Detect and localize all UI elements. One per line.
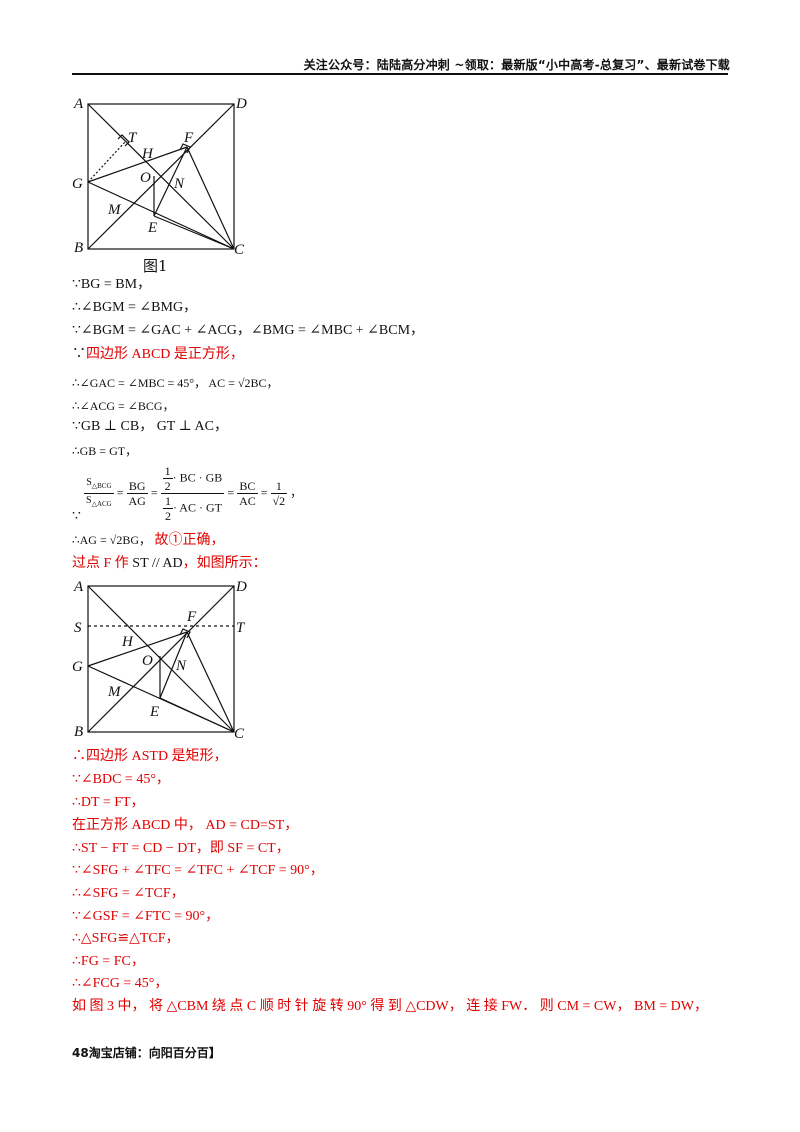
- header-rule: [72, 73, 728, 75]
- line-4-symbol: ∵: [72, 347, 86, 362]
- frac-bg: BG: [126, 479, 148, 494]
- eq-2: =: [150, 485, 158, 500]
- line-12: ∴四边形 ASTD 是矩形，: [72, 749, 228, 764]
- area-acg-s: S: [86, 495, 92, 506]
- frac-root2: √2: [272, 494, 286, 508]
- label-e: E: [147, 220, 157, 236]
- label-f: F: [183, 130, 194, 146]
- line-21: ∴FG = FC，: [72, 954, 145, 969]
- figure-1-diagram: A D B C T F H O N G M E: [72, 96, 247, 258]
- line-19: ∵∠GSF = ∠FTC = 90°，: [72, 909, 220, 924]
- half-top-den: 2: [164, 479, 171, 493]
- line-20: ∴△SFG≌△TCF，: [72, 931, 180, 946]
- line-10-math: ∴AG = √2BG，: [72, 533, 151, 547]
- label-c: C: [234, 242, 245, 258]
- line-4: ∵四边形 ABCD 是正方形，: [72, 346, 244, 364]
- eq-4: =: [260, 485, 268, 500]
- ratio-bc-ac: BC AC: [237, 479, 258, 508]
- eq-1: =: [116, 485, 124, 500]
- line-11: 过点 F 作 ST // AD，如图所示：: [72, 555, 267, 573]
- figure-2-diagram: A D S T F H O N G M E B C: [72, 579, 247, 742]
- line-16: ∴ST − FT = CD − DT，即 SF = CT，: [72, 841, 290, 856]
- half-top-num: 1: [162, 464, 173, 479]
- fig2-label-s: S: [74, 620, 82, 636]
- half-top-expr: · BC · GB: [172, 470, 223, 485]
- fig2-label-g: G: [72, 659, 83, 675]
- line-11-math: ST // AD: [132, 556, 183, 571]
- line-14: ∴DT = FT，: [72, 795, 145, 810]
- figure-1-caption: 图1: [143, 257, 168, 275]
- area-bcg-sub: △BCG: [91, 482, 112, 490]
- frac-bc: BC: [237, 479, 258, 494]
- fig2-label-n: N: [175, 658, 187, 674]
- ratio-tail: ，: [290, 485, 303, 500]
- label-n: N: [173, 176, 185, 192]
- line-22: ∴∠FCG = 45°，: [72, 976, 169, 991]
- fig2-label-e: E: [149, 704, 159, 720]
- label-g: G: [72, 176, 83, 192]
- frac-ag: AG: [128, 494, 146, 508]
- line-4-text: 四边形 ABCD 是正方形，: [86, 347, 244, 362]
- line-7: ∵GB ⊥ CB， GT ⊥ AC，: [72, 419, 228, 434]
- fig2-label-b: B: [74, 724, 83, 740]
- fig2-label-o: O: [142, 653, 153, 669]
- area-acg-sub: △ACG: [91, 500, 112, 508]
- label-d: D: [235, 96, 247, 112]
- frac-one: 1: [270, 479, 288, 494]
- label-a: A: [73, 96, 84, 112]
- frac-ac: AC: [239, 494, 256, 508]
- line-18: ∴∠SFG = ∠TCF，: [72, 886, 185, 901]
- label-o: O: [140, 170, 151, 186]
- eq-3: =: [227, 485, 235, 500]
- fig2-label-a: A: [73, 579, 84, 595]
- area-bcg-s: S: [86, 477, 92, 488]
- line-11-c: ，如图所示：: [182, 556, 267, 571]
- fig2-label-t: T: [236, 620, 246, 636]
- line-9: ∵: [72, 509, 81, 524]
- line-23: 如 图 3 中， 将 △CBM 绕 点 C 顺 时 针 旋 转 90° 得 到 …: [72, 999, 708, 1014]
- line-1: ∵BG = BM，: [72, 277, 152, 292]
- line-2: ∴∠BGM = ∠BMG，: [72, 300, 198, 315]
- line-6: ∴∠ACG = ∠BCG，: [72, 399, 175, 413]
- fig2-label-f: F: [186, 609, 197, 625]
- ratio-bg-ag: BG AG: [126, 479, 148, 508]
- line-11-a: 过点 F 作: [72, 556, 133, 571]
- ratio-one-root2: 1 √2: [270, 479, 288, 508]
- ratio-equation: S△BCG S△ACG = BG AG = 1 2 · BC · GB 1 2 · AC…: [84, 464, 302, 523]
- label-h: H: [141, 146, 154, 162]
- line-13: ∵∠BDC = 45°，: [72, 772, 170, 787]
- page-footer: 48淘宝店铺：向阳百分百】: [72, 1046, 221, 1060]
- line-5: ∴∠GAC = ∠MBC = 45°， AC = √2BC，: [72, 376, 279, 390]
- label-t: T: [128, 130, 138, 146]
- fig2-label-d: D: [235, 579, 247, 595]
- label-b: B: [74, 240, 83, 256]
- line-10-text: 故①正确，: [154, 533, 225, 548]
- ratio-half-products: 1 2 · BC · GB 1 2 · AC · GT: [160, 464, 225, 523]
- label-m: M: [107, 202, 122, 218]
- ratio-area-fraction: S△BCG S△ACG: [84, 476, 114, 511]
- fig2-label-c: C: [234, 726, 245, 742]
- half-bottom-num: 1: [162, 494, 173, 509]
- line-10: ∴AG = √2BG， 故①正确，: [72, 531, 225, 550]
- line-17: ∵∠SFG + ∠TFC = ∠TFC + ∠TCF = 90°，: [72, 863, 324, 878]
- fig2-label-m: M: [107, 684, 122, 700]
- line-8: ∴GB = GT，: [72, 444, 138, 458]
- fig2-label-h: H: [121, 634, 134, 650]
- page-header: 关注公众号：陆陆高分冲刺 ~领取：最新版“小中高考-总复习”、最新试卷下载: [303, 58, 730, 72]
- line-15: 在正方形 ABCD 中， AD = CD=ST，: [72, 818, 299, 833]
- half-bottom-den: 2: [164, 509, 171, 523]
- line-3: ∵∠BGM = ∠GAC + ∠ACG，∠BMG = ∠MBC + ∠BCM，: [72, 323, 425, 338]
- half-bottom-expr: · AC · GT: [172, 500, 222, 515]
